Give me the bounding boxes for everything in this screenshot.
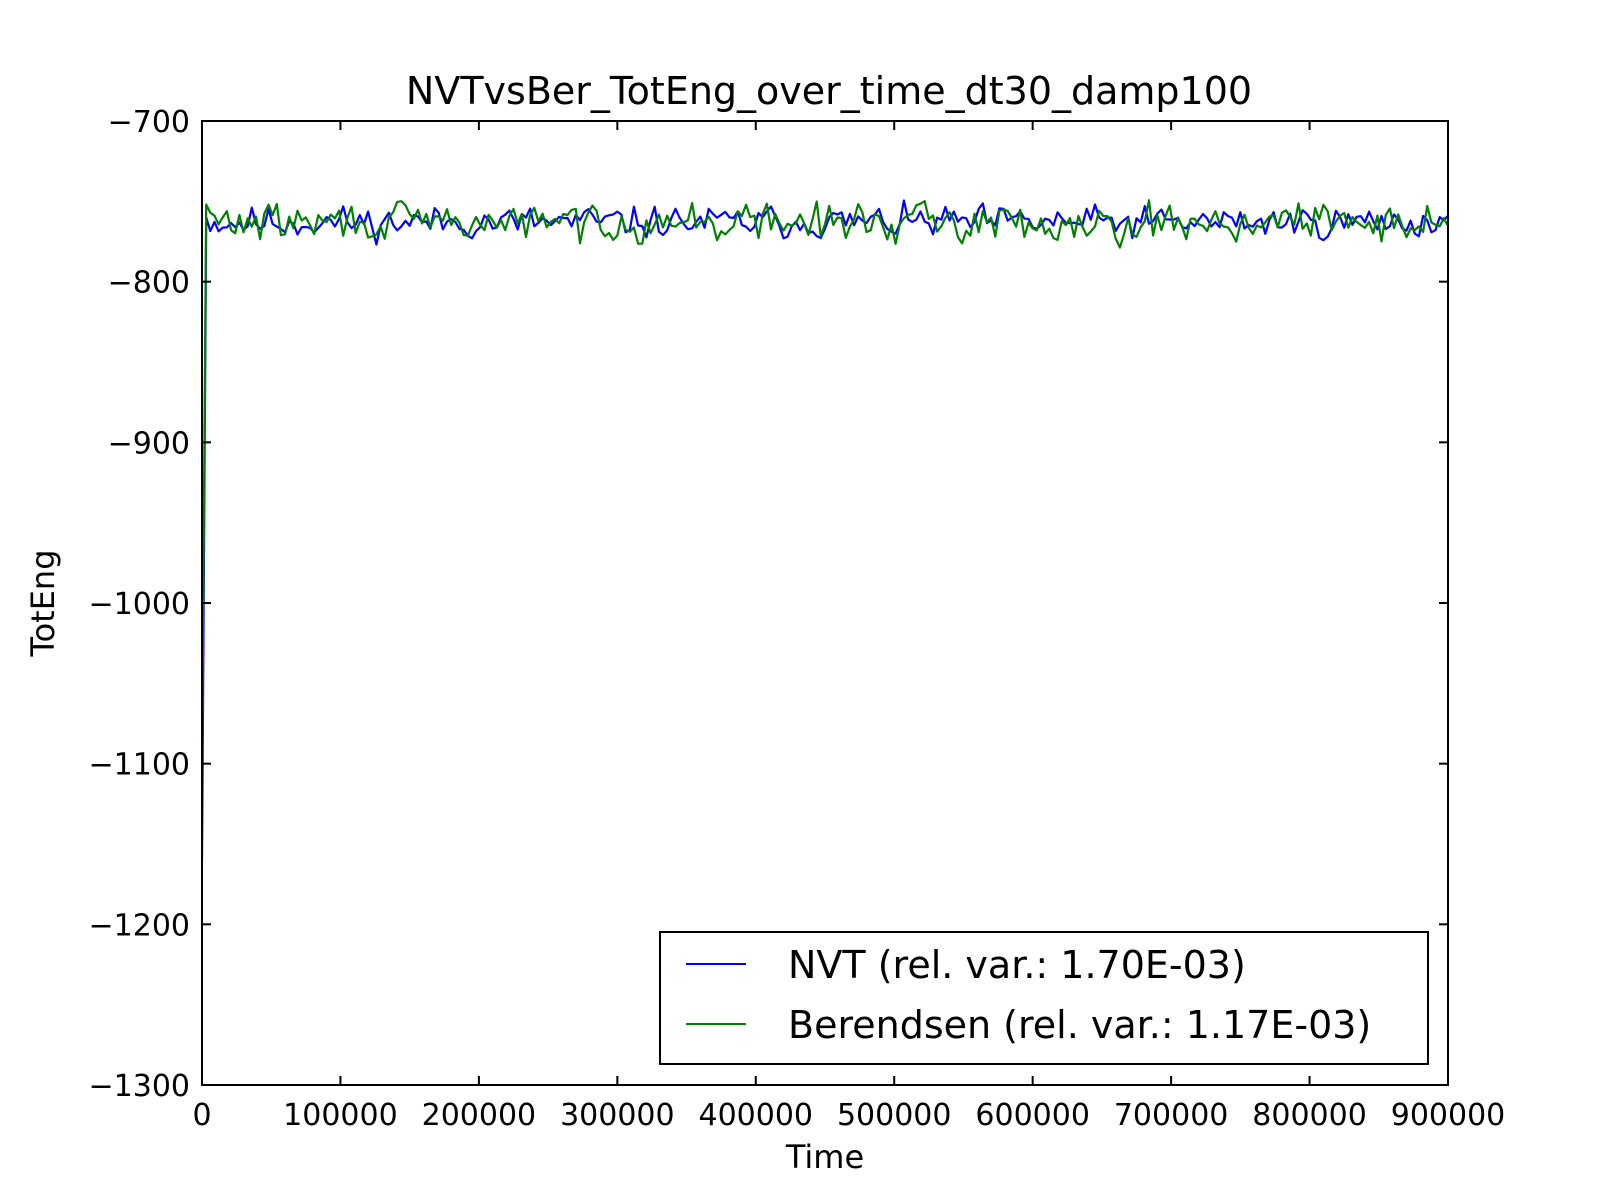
x-tick-labels: 0 100000 200000 300000 400000 500000 600000 700… — [192, 1098, 1505, 1133]
y-tick-label: −700 — [108, 105, 190, 140]
y-tick-label: −900 — [108, 426, 190, 461]
x-tick-label: 300000 — [560, 1098, 675, 1133]
y-tick-label: −1200 — [89, 908, 190, 943]
y-tick-label: −1300 — [89, 1069, 190, 1104]
x-axis-label: Time — [785, 1138, 864, 1176]
series-line-nvt — [202, 199, 1448, 861]
x-tick-label: 200000 — [422, 1098, 537, 1133]
ticks-layer — [201, 120, 1449, 1086]
y-tick-label: −1100 — [89, 748, 190, 783]
y-tick-label: −1000 — [89, 587, 190, 622]
series-line-berendsen — [202, 199, 1448, 764]
y-tick-labels: −1300 −1200 −1100 −1000 −900 −800 −700 — [89, 105, 190, 1104]
x-tick-label: 0 — [192, 1098, 211, 1133]
plot-background — [202, 121, 1448, 1085]
x-tick-label: 600000 — [975, 1098, 1090, 1133]
y-tick-label: −800 — [108, 266, 190, 301]
legend-frame — [659, 931, 1429, 1065]
legend-label-berendsen: Berendsen (rel. var.: 1.17E-03) — [788, 1003, 1371, 1047]
x-tick-label: 500000 — [837, 1098, 952, 1133]
x-tick-label: 800000 — [1252, 1098, 1367, 1133]
y-axis-label: TotEng — [24, 549, 62, 657]
x-tick-label: 400000 — [699, 1098, 814, 1133]
chart-title: NVTvsBer_TotEng_over_time_dt30_damp100 — [406, 69, 1252, 113]
legend-label-nvt: NVT (rel. var.: 1.70E-03) — [788, 943, 1246, 987]
x-tick-label: 100000 — [283, 1098, 398, 1133]
plot-area — [202, 121, 1448, 1085]
x-tick-label: 700000 — [1114, 1098, 1229, 1133]
series-layer — [202, 199, 1448, 861]
x-tick-label: 900000 — [1391, 1098, 1506, 1133]
plot-frame — [201, 120, 1449, 1086]
legend: NVT (rel. var.: 1.70E-03) Berendsen (rel… — [659, 931, 1429, 1065]
